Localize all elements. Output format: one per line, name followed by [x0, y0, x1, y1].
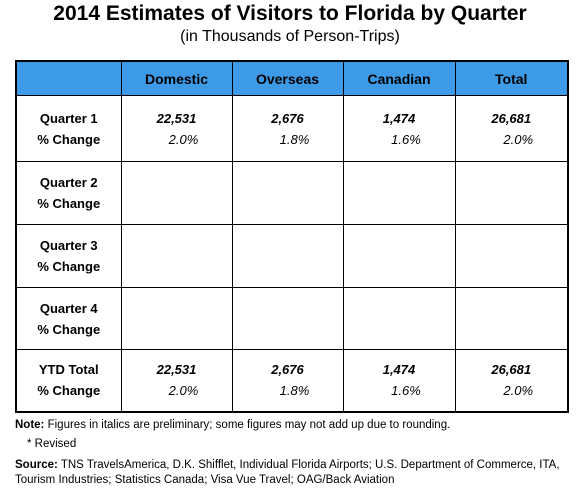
- percent-change: 2.0%: [503, 131, 534, 147]
- corner-cell: [15, 60, 122, 96]
- source-text: TNS TravelsAmerica, D.K. Shifflet, Indiv…: [15, 459, 560, 486]
- table-row: Quarter 1 % Change 22,531 2.0% 2,676 1.8% 1,47…: [15, 95, 569, 162]
- column-header: Canadian: [342, 60, 456, 96]
- row-label-line: Quarter 2: [39, 175, 98, 190]
- revised: * Revised: [27, 438, 77, 450]
- row-label-line: % Change: [37, 131, 101, 147]
- row-label-line: % Change: [37, 259, 101, 274]
- note-text: Figures in italics are preliminary; some…: [47, 419, 451, 431]
- percent-change: 1.6%: [391, 383, 421, 399]
- header-row: Domestic Overseas Canadian Total: [15, 60, 569, 96]
- value-cell: [231, 161, 344, 225]
- value: 1,474: [382, 110, 416, 126]
- row-label: YTD Total % Change: [15, 349, 122, 412]
- percent-change: 2.0%: [168, 131, 199, 147]
- value-cell: 22,531 2.0%: [120, 349, 233, 412]
- table-row: Quarter 2 % Change: [15, 161, 569, 225]
- value: 26,681: [491, 110, 532, 126]
- value-cell: 1,474 1.6%: [342, 95, 456, 162]
- value-cell: [342, 287, 456, 350]
- row-label: Quarter 2 % Change: [15, 161, 122, 225]
- column-header: Total: [454, 60, 569, 96]
- value: 22,531: [156, 362, 197, 378]
- value-cell: 26,681 2.0%: [454, 349, 569, 412]
- percent-change: 2.0%: [503, 383, 534, 399]
- percent-change: 1.8%: [279, 131, 310, 147]
- value-cell: [342, 224, 456, 288]
- percent-change: 2.0%: [168, 383, 199, 399]
- table-row: Quarter 4 % Change: [15, 287, 569, 350]
- table-row: Quarter 3 % Change: [15, 224, 569, 288]
- table-row: YTD Total % Change 22,531 2.0% 2,676 1.8% 1,47…: [15, 349, 569, 412]
- row-label-line: Quarter 3: [39, 238, 98, 253]
- subtitle: (in Thousands of Person-Trips): [180, 28, 400, 45]
- value-cell: [231, 224, 344, 288]
- column-header: Domestic: [120, 60, 233, 96]
- value: 2,676: [271, 110, 304, 126]
- title: 2014 Estimates of Visitors to Florida by…: [53, 2, 527, 25]
- value: 22,531: [156, 110, 197, 126]
- column-header: Overseas: [231, 60, 344, 96]
- value-cell: [120, 224, 233, 288]
- notes: Note: Figures in italics are preliminary…: [15, 418, 575, 488]
- row-label-line: % Change: [37, 321, 101, 337]
- row-label: Quarter 1 % Change: [15, 95, 122, 162]
- source-label: Source:: [15, 459, 58, 471]
- note: Note: Figures in italics are preliminary…: [15, 418, 575, 433]
- value: 2,676: [271, 362, 304, 378]
- percent-change: 1.8%: [279, 383, 310, 399]
- source: Source: TNS TravelsAmerica, D.K. Shiffle…: [15, 458, 575, 488]
- table: Domestic Overseas Canadian Total Quarter 1%…: [15, 60, 569, 413]
- row-label: Quarter 3 % Change: [15, 224, 122, 288]
- row-label-line: % Change: [37, 383, 101, 399]
- row-label-line: Quarter 1: [39, 110, 98, 126]
- value-cell: 2,676 1.8%: [231, 349, 344, 412]
- row-label: Quarter 4 % Change: [15, 287, 122, 350]
- value-cell: 1,474 1.6%: [342, 349, 456, 412]
- value-cell: 26,681 2.0%: [454, 95, 569, 162]
- row-label-line: % Change: [37, 196, 101, 211]
- row-label-line: Quarter 4: [39, 300, 98, 316]
- row-label-line: YTD Total: [38, 362, 99, 378]
- value-cell: [120, 287, 233, 350]
- value-cell: [454, 161, 569, 225]
- value-cell: 2,676 1.8%: [231, 95, 344, 162]
- value-cell: [231, 287, 344, 350]
- value-cell: [120, 161, 233, 225]
- value: 26,681: [491, 362, 532, 378]
- value: 1,474: [382, 362, 416, 378]
- value-cell: [342, 161, 456, 225]
- value-cell: [454, 287, 569, 350]
- percent-change: 1.6%: [391, 131, 421, 147]
- note-label: Note:: [15, 419, 45, 431]
- value-cell: [454, 224, 569, 288]
- value-cell: 22,531 2.0%: [120, 95, 233, 162]
